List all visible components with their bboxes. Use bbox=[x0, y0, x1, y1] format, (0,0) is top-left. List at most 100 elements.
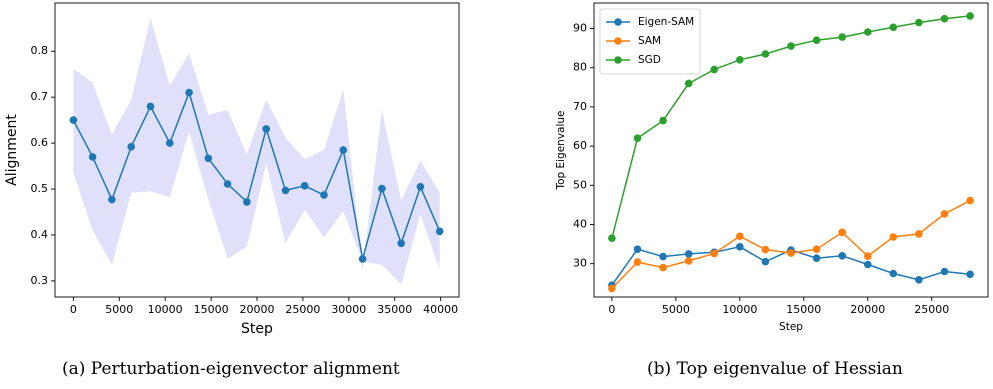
y-tick-label: 40 bbox=[573, 217, 587, 230]
series-line-0 bbox=[72, 90, 441, 260]
x-tick-label: 40000 bbox=[423, 303, 458, 316]
legend-label: SGD bbox=[638, 54, 661, 66]
x-tick-label: 0 bbox=[608, 303, 615, 316]
data-point bbox=[915, 18, 923, 27]
data-point bbox=[108, 195, 116, 204]
data-point bbox=[761, 50, 770, 58]
y-tick-label: 0.4 bbox=[31, 228, 49, 241]
data-point bbox=[736, 243, 744, 251]
x-axis-label: Step bbox=[779, 321, 803, 333]
data-point bbox=[358, 255, 367, 263]
data-point bbox=[864, 252, 872, 260]
data-point bbox=[915, 276, 923, 284]
chart-top-eigenvalue: 0 5000 10000 15000 20000 25000 30 40 50 60 70 80 90 S… bbox=[555, 2, 989, 333]
data-point bbox=[659, 263, 667, 272]
data-point bbox=[736, 232, 744, 240]
plot-frame bbox=[593, 2, 989, 298]
y-tick-label: 60 bbox=[573, 139, 587, 152]
data-point bbox=[684, 79, 693, 88]
x-tick-label: 30000 bbox=[331, 303, 366, 316]
y-tick-label: 50 bbox=[573, 178, 587, 191]
data-point bbox=[300, 182, 309, 190]
x-tick-label: 0 bbox=[70, 303, 77, 316]
x-tick-label: 5000 bbox=[662, 303, 690, 316]
data-point bbox=[146, 102, 155, 111]
confidence-band bbox=[73, 18, 440, 285]
x-tick-label: 20000 bbox=[240, 303, 275, 316]
data-point bbox=[166, 139, 174, 147]
data-point bbox=[710, 65, 718, 74]
data-point bbox=[940, 267, 949, 276]
data-point bbox=[864, 28, 872, 36]
data-point bbox=[339, 146, 348, 154]
x-tick-label: 10000 bbox=[722, 303, 757, 316]
y-axis-label: Top Eigenvalue bbox=[555, 110, 567, 190]
y-tick-label: 80 bbox=[573, 61, 587, 74]
data-point bbox=[966, 12, 974, 20]
data-point bbox=[378, 184, 386, 193]
data-point bbox=[864, 260, 872, 269]
legend-marker bbox=[614, 18, 622, 26]
x-tick-label: 15000 bbox=[194, 303, 229, 316]
y-tick-label: 70 bbox=[573, 100, 587, 113]
data-point bbox=[435, 227, 444, 236]
data-point bbox=[281, 186, 290, 195]
data-point bbox=[659, 252, 667, 261]
data-point bbox=[69, 116, 78, 124]
data-point bbox=[889, 23, 898, 32]
data-point bbox=[736, 56, 744, 64]
x-tick-label: 20000 bbox=[850, 303, 885, 316]
chart-alignment: 0 5000 10000 15000 20000 25000 30000 35000 40000… bbox=[4, 2, 460, 337]
data-point bbox=[608, 234, 616, 242]
y-tick-label: 0.8 bbox=[31, 44, 49, 57]
data-point bbox=[710, 249, 718, 258]
x-tick-label: 25000 bbox=[914, 303, 949, 316]
data-point bbox=[812, 245, 821, 253]
data-point bbox=[88, 153, 97, 161]
legend-box bbox=[599, 8, 701, 75]
data-point bbox=[223, 180, 232, 188]
y-tick-label: 90 bbox=[573, 21, 587, 34]
caption-a: (a) Perturbation-eigenvector alignment bbox=[62, 359, 400, 379]
data-point bbox=[684, 257, 693, 265]
data-point bbox=[966, 270, 974, 279]
data-point bbox=[838, 33, 846, 41]
x-tick-label: 5000 bbox=[105, 303, 133, 316]
data-point bbox=[761, 245, 770, 254]
data-point bbox=[262, 125, 271, 133]
data-point bbox=[633, 134, 642, 142]
data-point bbox=[684, 250, 693, 258]
data-point bbox=[320, 191, 328, 199]
y-tick-label: 0.6 bbox=[31, 136, 49, 149]
data-point bbox=[838, 228, 846, 237]
x-tick-label: 35000 bbox=[377, 303, 412, 316]
x-tick-label: 15000 bbox=[786, 303, 821, 316]
x-axis-label: Step bbox=[241, 321, 273, 337]
data-point bbox=[127, 143, 135, 151]
legend: Eigen-SAM SAM SGD bbox=[599, 8, 701, 75]
data-point bbox=[787, 42, 795, 50]
data-point bbox=[915, 230, 923, 238]
x-tick-label: 10000 bbox=[148, 303, 183, 316]
data-point bbox=[812, 36, 821, 44]
data-point bbox=[659, 116, 667, 125]
x-tick-label: 25000 bbox=[285, 303, 320, 316]
data-point bbox=[889, 233, 898, 241]
data-point bbox=[416, 183, 425, 191]
data-point bbox=[633, 245, 642, 253]
data-point bbox=[761, 257, 770, 266]
legend-marker bbox=[614, 56, 622, 64]
series-line-sam bbox=[611, 199, 971, 289]
data-point bbox=[185, 88, 193, 97]
data-point bbox=[966, 196, 974, 205]
y-tick-label: 0.7 bbox=[31, 90, 49, 103]
y-tick-label: 0.5 bbox=[31, 182, 49, 195]
data-point bbox=[812, 254, 821, 262]
data-point bbox=[787, 249, 795, 257]
legend-label: Eigen-SAM bbox=[638, 16, 694, 28]
data-point bbox=[204, 154, 213, 163]
data-point bbox=[397, 239, 406, 248]
y-tick-label: 0.3 bbox=[31, 274, 49, 287]
legend-label: SAM bbox=[638, 35, 661, 47]
